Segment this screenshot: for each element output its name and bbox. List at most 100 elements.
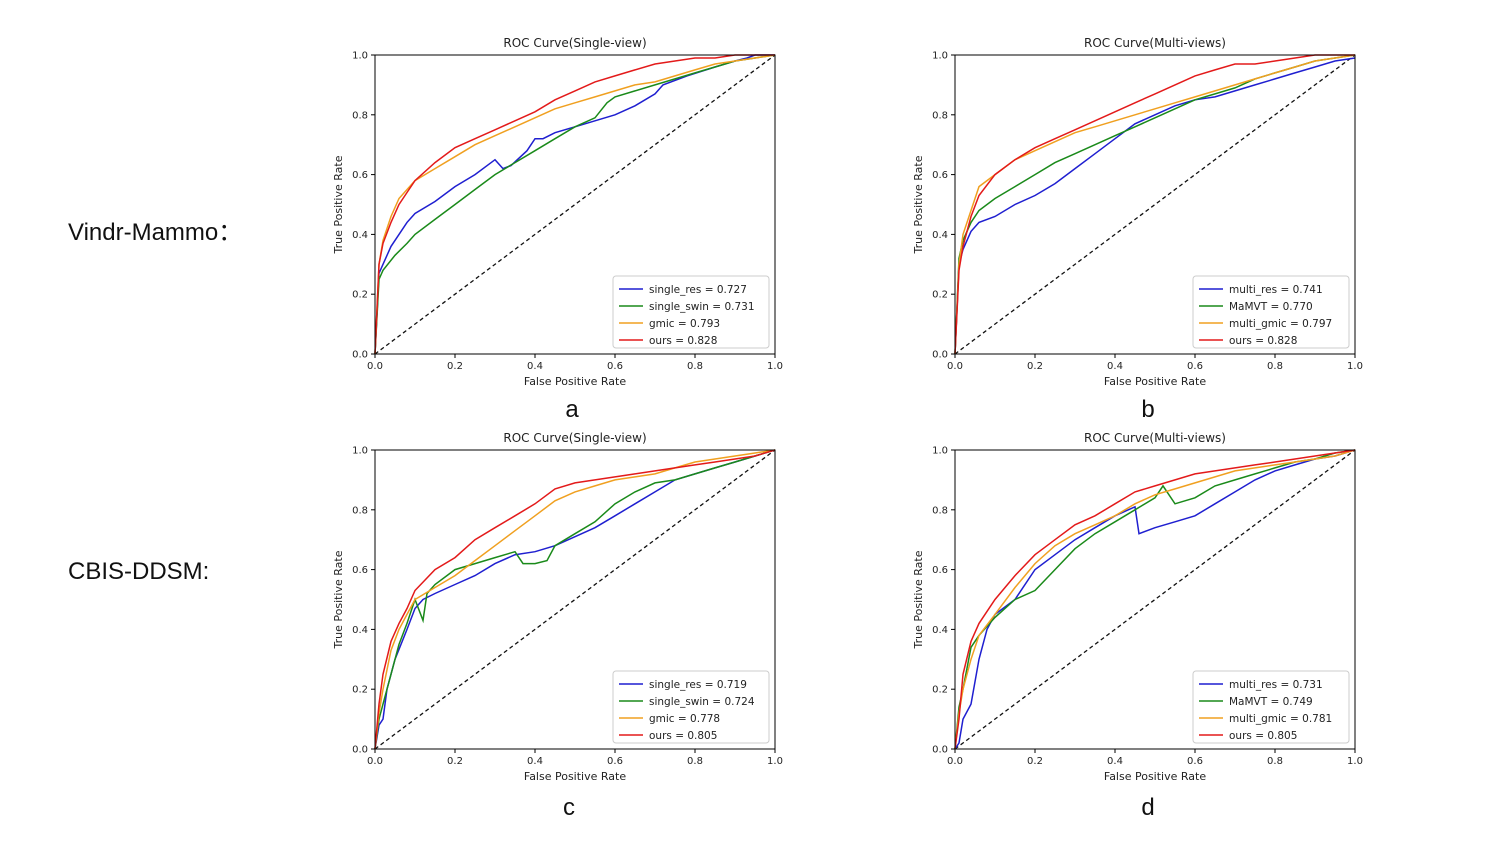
- panel-letter-b: b: [1141, 396, 1155, 423]
- legend-label-1: MaMVT = 0.770: [1229, 301, 1313, 313]
- legend-label-0: single_res = 0.727: [649, 284, 747, 296]
- y-tick-label: 0.6: [932, 565, 948, 576]
- legend-label-3: ours = 0.805: [1229, 730, 1297, 742]
- legend-label-3: ours = 0.828: [649, 335, 717, 347]
- x-tick-label: 1.0: [767, 361, 783, 372]
- y-tick-label: 0.0: [932, 745, 948, 756]
- legend-label-2: multi_gmic = 0.781: [1229, 713, 1332, 725]
- y-tick-label: 0.6: [932, 170, 948, 181]
- roc-curve-2: [374, 449, 776, 750]
- chart-title: ROC Curve(Single-view): [503, 431, 646, 445]
- x-tick-label: 0.6: [1187, 756, 1203, 767]
- legend-box: [1192, 670, 1350, 744]
- roc-curve-2: [954, 54, 1356, 355]
- legend-label-0: single_res = 0.719: [649, 679, 747, 691]
- x-tick-label: 1.0: [1347, 361, 1363, 372]
- plot-frame: [954, 449, 1356, 750]
- y-axis-label: True Positive Rate: [912, 550, 925, 649]
- chance-diagonal: [954, 449, 1356, 750]
- y-tick-label: 1.0: [932, 51, 948, 62]
- y-tick-label: 0.6: [352, 565, 368, 576]
- x-tick-label: 0.8: [687, 756, 703, 767]
- legend-box: [612, 275, 770, 349]
- y-axis-label: True Positive Rate: [912, 155, 925, 254]
- x-tick-label: 0.8: [687, 361, 703, 372]
- y-tick-label: 0.4: [352, 230, 368, 241]
- y-tick-label: 0.0: [352, 745, 368, 756]
- legend-label-1: MaMVT = 0.749: [1229, 696, 1313, 708]
- x-tick-label: 0.4: [1107, 361, 1123, 372]
- x-tick-label: 0.6: [1187, 361, 1203, 372]
- row-label-vindr: Vindr-Mammo：: [68, 219, 243, 246]
- y-tick-label: 0.2: [932, 685, 948, 696]
- panel-letter-d: d: [1141, 794, 1155, 821]
- chart-title: ROC Curve(Multi-views): [1084, 431, 1226, 445]
- roc-curve-3: [374, 54, 775, 355]
- y-tick-label: 0.8: [932, 110, 948, 121]
- x-tick-label: 1.0: [1347, 756, 1363, 767]
- x-tick-label: 0.6: [607, 361, 623, 372]
- legend-label-1: single_swin = 0.731: [649, 301, 755, 313]
- roc-curve-1: [374, 54, 776, 355]
- legend-box: [612, 670, 770, 744]
- x-tick-label: 0.4: [527, 361, 543, 372]
- y-tick-label: 1.0: [932, 446, 948, 457]
- roc-curve-0: [954, 449, 1356, 750]
- legend-label-0: multi_res = 0.731: [1229, 679, 1323, 691]
- y-tick-label: 0.8: [352, 505, 368, 516]
- y-axis-label: True Positive Rate: [332, 155, 345, 254]
- x-tick-label: 0.4: [527, 756, 543, 767]
- chart-title: ROC Curve(Multi-views): [1084, 36, 1226, 50]
- roc-curve-1: [374, 449, 776, 750]
- x-tick-label: 0.0: [947, 361, 963, 372]
- x-axis-label: False Positive Rate: [1104, 770, 1206, 783]
- x-tick-label: 1.0: [767, 756, 783, 767]
- roc-curve-2: [954, 449, 1356, 750]
- x-axis-label: False Positive Rate: [524, 770, 626, 783]
- y-tick-label: 0.0: [932, 350, 948, 361]
- y-axis-label: True Positive Rate: [332, 550, 345, 649]
- y-tick-label: 0.4: [352, 625, 368, 636]
- plot-frame: [374, 54, 776, 355]
- legend-label-3: ours = 0.828: [1229, 335, 1297, 347]
- x-tick-label: 0.2: [1027, 361, 1043, 372]
- y-tick-label: 0.2: [352, 685, 368, 696]
- plot-frame: [374, 449, 776, 750]
- chart-title: ROC Curve(Single-view): [503, 36, 646, 50]
- row-label-cbis: CBIS-DDSM:: [68, 558, 210, 585]
- roc-chart-d: ROC Curve(Multi-views) 0.00.0 0.2 0.2 0.4 0.4…: [912, 431, 1363, 783]
- x-tick-label: 0.0: [367, 756, 383, 767]
- x-tick-label: 0.6: [607, 756, 623, 767]
- x-tick-label: 0.2: [1027, 756, 1043, 767]
- x-tick-label: 0.0: [367, 361, 383, 372]
- legend-label-2: gmic = 0.778: [649, 713, 720, 725]
- roc-chart-a: ROC Curve(Single-view) 0.00.0 0.2 0.2 0.4 0.4…: [332, 36, 783, 388]
- y-tick-label: 0.8: [932, 505, 948, 516]
- x-tick-label: 0.4: [1107, 756, 1123, 767]
- y-tick-label: 0.4: [932, 625, 948, 636]
- roc-chart-c: ROC Curve(Single-view) 0.00.0 0.2 0.2 0.4 0.4…: [332, 431, 783, 783]
- chance-diagonal: [374, 54, 776, 355]
- x-tick-label: 0.2: [447, 361, 463, 372]
- chance-diagonal: [374, 449, 776, 750]
- x-tick-label: 0.0: [947, 756, 963, 767]
- x-tick-label: 0.2: [447, 756, 463, 767]
- legend-label-2: multi_gmic = 0.797: [1229, 318, 1332, 330]
- y-tick-label: 0.0: [352, 350, 368, 361]
- legend-label-1: single_swin = 0.724: [649, 696, 755, 708]
- roc-chart-b: ROC Curve(Multi-views) 0.00.0 0.2 0.2 0.4 0.4…: [912, 36, 1363, 388]
- y-tick-label: 0.4: [932, 230, 948, 241]
- x-axis-label: False Positive Rate: [524, 375, 626, 388]
- legend-box: [1192, 275, 1350, 349]
- panel-letter-a: a: [565, 396, 579, 423]
- roc-curve-2: [374, 54, 776, 355]
- y-tick-label: 1.0: [352, 51, 368, 62]
- x-axis-label: False Positive Rate: [1104, 375, 1206, 388]
- legend-label-2: gmic = 0.793: [649, 318, 720, 330]
- y-tick-label: 0.2: [932, 290, 948, 301]
- roc-curve-3: [954, 449, 1356, 750]
- y-tick-label: 0.6: [352, 170, 368, 181]
- plot-frame: [954, 54, 1356, 355]
- y-tick-label: 0.2: [352, 290, 368, 301]
- x-tick-label: 0.8: [1267, 361, 1283, 372]
